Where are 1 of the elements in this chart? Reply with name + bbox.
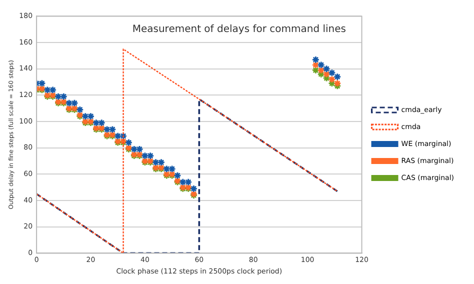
text: Measurement of delays for command lines (132, 24, 346, 35)
